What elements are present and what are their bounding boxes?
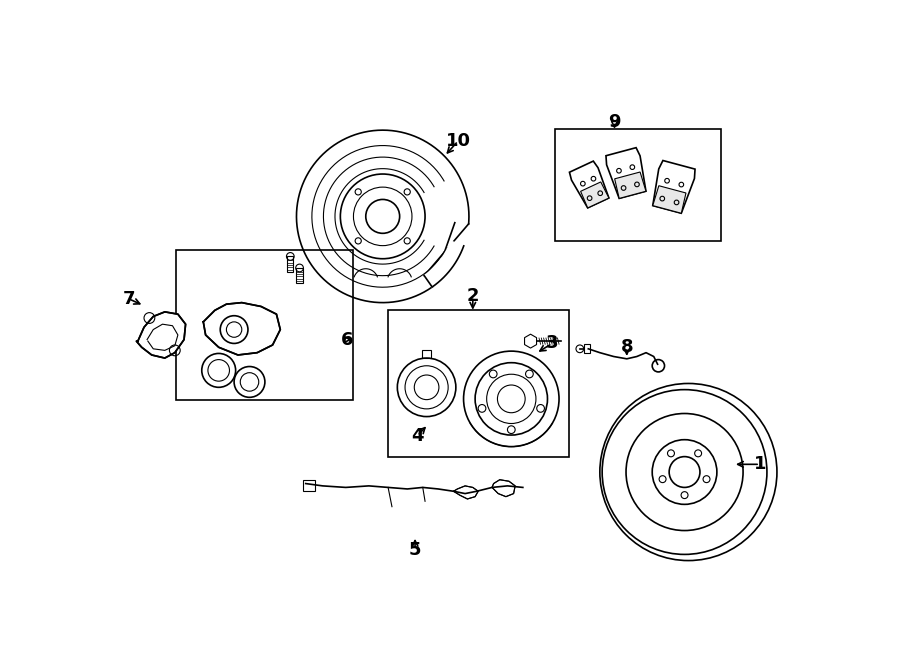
Polygon shape — [652, 186, 686, 214]
Bar — [555, 130, 721, 241]
Text: 9: 9 — [608, 112, 621, 131]
Text: 4: 4 — [411, 427, 424, 445]
Bar — [388, 310, 569, 457]
Polygon shape — [136, 312, 185, 358]
Text: 7: 7 — [122, 290, 135, 308]
Bar — [584, 344, 590, 354]
Polygon shape — [652, 161, 695, 214]
Bar — [287, 256, 293, 272]
Polygon shape — [492, 480, 515, 496]
Bar — [296, 268, 302, 284]
Text: 3: 3 — [546, 334, 558, 352]
Text: 6: 6 — [341, 330, 354, 348]
Text: 10: 10 — [446, 132, 471, 150]
Polygon shape — [525, 334, 536, 348]
Text: 5: 5 — [409, 541, 421, 559]
Polygon shape — [303, 480, 315, 491]
Polygon shape — [606, 147, 646, 198]
Polygon shape — [570, 161, 609, 208]
Bar — [176, 251, 354, 401]
Polygon shape — [203, 303, 280, 355]
Polygon shape — [424, 241, 464, 287]
Text: 2: 2 — [466, 288, 479, 305]
Polygon shape — [454, 486, 478, 499]
Polygon shape — [580, 182, 609, 208]
Bar — [422, 350, 431, 358]
Text: 1: 1 — [754, 455, 766, 473]
Text: 8: 8 — [620, 338, 633, 356]
Polygon shape — [615, 172, 646, 198]
